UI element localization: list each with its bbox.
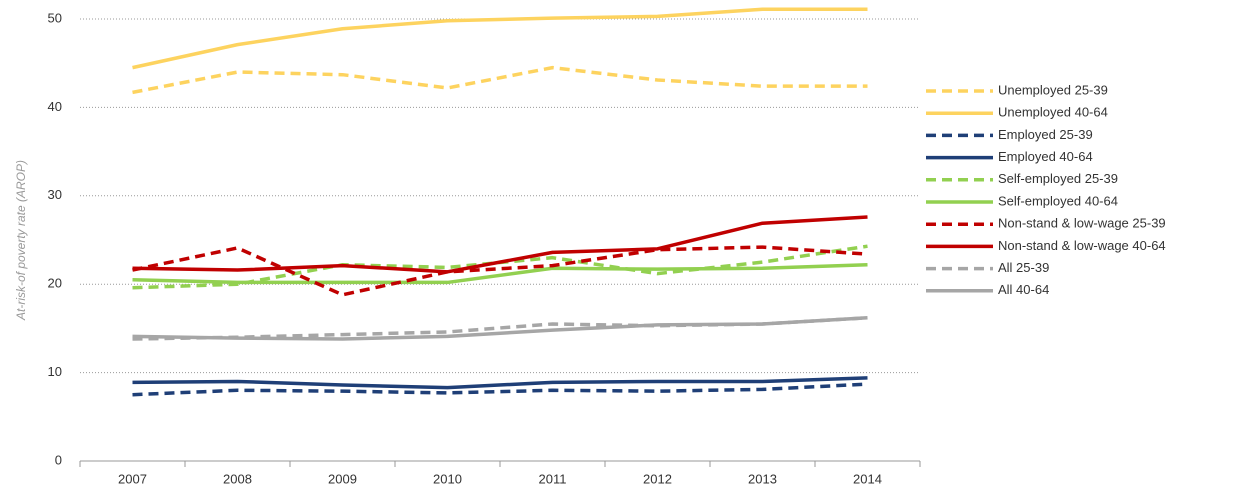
- x-tick-label: 2008: [223, 471, 252, 486]
- y-tick-label: 40: [48, 99, 62, 114]
- legend-label: Self-employed 40-64: [998, 193, 1118, 208]
- legend-label: Unemployed 25-39: [998, 82, 1108, 97]
- series-line: [132, 263, 868, 285]
- series-line: [132, 382, 868, 397]
- series-line: [132, 215, 868, 274]
- y-tick-label: 50: [48, 10, 62, 25]
- legend-label: Employed 40-64: [998, 149, 1093, 164]
- x-tick-label: 2007: [118, 471, 147, 486]
- y-tick-label: 20: [48, 276, 62, 291]
- series-line: [132, 376, 868, 390]
- legend-label: Non-stand & low-wage 25-39: [998, 216, 1166, 231]
- y-tick-label: 0: [55, 452, 62, 467]
- series-line: [132, 316, 868, 341]
- y-tick-label: 30: [48, 187, 62, 202]
- series-line: [132, 245, 868, 297]
- series-line: [132, 65, 868, 95]
- y-tick-label: 10: [48, 364, 62, 379]
- legend-label: Non-stand & low-wage 40-64: [998, 238, 1166, 253]
- legend-label: All 40-64: [998, 282, 1049, 297]
- x-tick-label: 2011: [539, 471, 567, 486]
- legend-label: Unemployed 40-64: [998, 105, 1108, 120]
- x-tick-label: 2010: [433, 471, 462, 486]
- x-tick-label: 2013: [748, 471, 777, 486]
- x-tick-label: 2012: [643, 471, 672, 486]
- series-line: [132, 316, 868, 341]
- legend-label: All 25-39: [998, 260, 1049, 275]
- series-line: [132, 7, 868, 70]
- legend-label: Employed 25-39: [998, 127, 1093, 142]
- x-tick-label: 2009: [328, 471, 357, 486]
- legend-label: Self-employed 25-39: [998, 171, 1118, 186]
- y-axis-label: At-risk-of poverty rate (AROP): [14, 160, 28, 321]
- x-tick-label: 2014: [853, 471, 882, 486]
